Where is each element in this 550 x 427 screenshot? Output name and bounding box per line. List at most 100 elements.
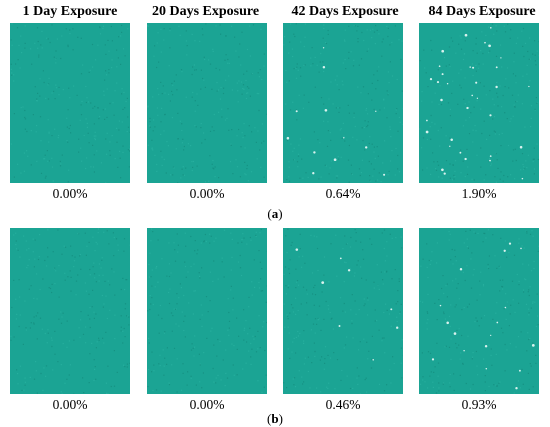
bright-spot xyxy=(446,321,449,325)
grain xyxy=(47,84,49,86)
grain xyxy=(39,116,42,118)
grain xyxy=(95,59,97,61)
grain xyxy=(13,113,15,115)
grain xyxy=(182,372,184,374)
grain xyxy=(401,339,403,341)
grain xyxy=(425,72,427,74)
grain xyxy=(72,49,74,51)
grain xyxy=(454,249,456,251)
grain xyxy=(109,284,111,286)
grain xyxy=(283,44,285,46)
grain xyxy=(291,351,293,353)
grain xyxy=(185,276,187,278)
grain xyxy=(160,133,162,135)
grain xyxy=(104,118,106,120)
grain xyxy=(251,73,254,75)
grain xyxy=(125,279,127,281)
grain xyxy=(68,340,70,342)
grain xyxy=(19,256,21,258)
grain xyxy=(357,383,359,385)
grain xyxy=(295,352,297,354)
grain xyxy=(516,100,518,102)
grain xyxy=(459,358,461,360)
grain xyxy=(430,114,432,117)
grain xyxy=(76,94,78,96)
grain xyxy=(176,233,178,235)
grain xyxy=(396,316,398,318)
grain xyxy=(185,245,187,247)
grain xyxy=(96,243,98,245)
grain xyxy=(328,281,330,283)
grain xyxy=(106,317,108,320)
grain xyxy=(398,116,400,118)
grain xyxy=(354,229,356,231)
grain xyxy=(399,313,401,315)
grain xyxy=(21,52,23,54)
grain xyxy=(203,352,205,354)
grain xyxy=(250,171,253,173)
grain xyxy=(89,326,91,329)
grain xyxy=(443,382,445,384)
grain xyxy=(450,358,452,360)
grain xyxy=(85,167,87,170)
grain xyxy=(484,390,486,392)
grain xyxy=(504,112,506,114)
grain xyxy=(66,126,68,128)
grain xyxy=(496,302,498,304)
grain xyxy=(91,342,93,344)
grain xyxy=(443,313,445,315)
grain xyxy=(36,100,38,102)
grain xyxy=(192,160,195,163)
grain xyxy=(470,287,473,289)
grain xyxy=(324,358,326,360)
grain xyxy=(353,275,355,277)
grain xyxy=(335,175,337,177)
grain xyxy=(365,279,367,281)
grain xyxy=(80,114,83,116)
grain xyxy=(256,92,258,95)
grain xyxy=(429,263,431,265)
grain xyxy=(213,113,215,116)
bright-spot xyxy=(515,387,518,390)
grain xyxy=(261,268,263,270)
grain xyxy=(63,245,65,247)
grain xyxy=(378,66,380,68)
grain xyxy=(228,320,231,322)
grain xyxy=(373,108,375,111)
grain xyxy=(426,311,428,313)
grain xyxy=(85,85,87,88)
grain xyxy=(246,164,248,167)
grain xyxy=(82,64,84,66)
grain xyxy=(75,294,77,296)
grain xyxy=(168,242,170,244)
grain xyxy=(191,33,193,35)
grain xyxy=(81,100,83,102)
grain xyxy=(464,40,466,42)
grain xyxy=(151,147,153,149)
grain xyxy=(387,71,389,73)
grain xyxy=(350,164,352,166)
grain xyxy=(317,319,319,321)
grain xyxy=(105,138,107,140)
grain xyxy=(252,24,255,26)
grain xyxy=(201,142,203,144)
grain xyxy=(518,284,520,286)
grain xyxy=(199,363,201,365)
grain xyxy=(218,177,220,179)
grain xyxy=(455,304,457,306)
grain xyxy=(496,81,498,83)
grain xyxy=(286,179,288,181)
grain xyxy=(245,97,248,100)
grain xyxy=(375,88,377,90)
grain xyxy=(258,281,260,284)
grain xyxy=(488,255,490,257)
grain xyxy=(33,266,35,268)
grain xyxy=(25,240,27,242)
grain xyxy=(438,387,440,389)
grain xyxy=(200,123,202,125)
grain xyxy=(323,24,325,26)
grain xyxy=(61,393,63,394)
grain xyxy=(523,55,525,58)
grain xyxy=(217,338,219,341)
grain xyxy=(85,342,87,344)
